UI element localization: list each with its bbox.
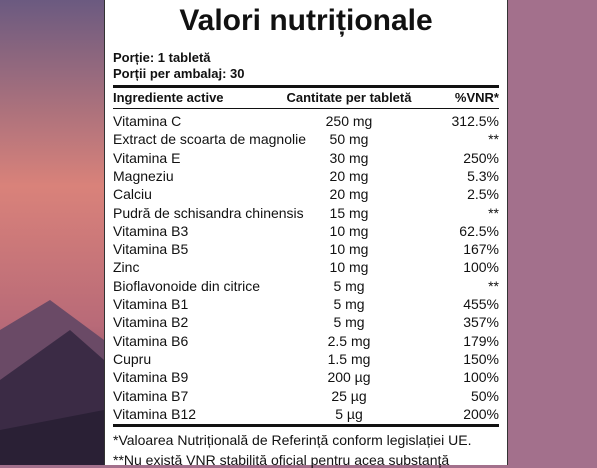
amount: 30 mg [329, 149, 369, 166]
vnr: 5.3% [467, 167, 499, 184]
ingredient: Vitamina C [113, 113, 182, 129]
ingredient: Vitamina B9 [113, 369, 189, 386]
ingredient: Vitamina B2 [113, 314, 189, 331]
footnote: *Valoarea Nutrițională de Referință conf… [113, 432, 472, 448]
rule [113, 108, 499, 109]
column-header: Ingrediente active [113, 90, 224, 105]
nutrition-panel: Valori nutriționale Porție: 1 tabletă Po… [104, 0, 508, 468]
ingredient: Vitamina B3 [113, 222, 189, 239]
servings-per-pack: Porții per ambalaj: 30 [113, 66, 245, 81]
amount: 5 mg [333, 314, 365, 331]
vnr: 50% [470, 387, 499, 404]
vnr: ** [488, 131, 499, 148]
vnr: 455% [463, 296, 499, 312]
amount: 25 µg [331, 387, 367, 404]
column-header: Cantitate per tabletă [286, 90, 412, 105]
rule [113, 424, 499, 427]
ingredient: Pudră de schisandra chinensis [113, 204, 304, 221]
amount: 20 mg [329, 186, 369, 203]
ingredient: Cupru [113, 350, 152, 367]
vnr: 100% [463, 259, 499, 276]
vnr: 312.5% [451, 113, 499, 129]
background-art [0, 0, 104, 465]
amount: 20 mg [329, 167, 369, 184]
ingredient: Vitamina B12 [113, 405, 197, 422]
ingredient: Vitamina B1 [113, 296, 189, 312]
vnr: 100% [463, 369, 499, 386]
ingredient: Vitamina B6 [113, 332, 189, 349]
rule [113, 85, 499, 88]
ingredient: Calciu [113, 186, 152, 203]
amount: 1.5 mg [327, 350, 371, 367]
ingredient: Magneziu [113, 167, 174, 184]
vnr: 150% [463, 350, 499, 367]
amount: 5 mg [333, 277, 365, 294]
footnote: **Nu există VNR stabilită oficial pentru… [113, 452, 450, 468]
column-header: %VNR* [454, 90, 499, 105]
vnr: 250% [463, 149, 499, 166]
ingredient: Vitamina B5 [113, 241, 189, 258]
ingredient: Vitamina E [113, 149, 181, 166]
vnr: 2.5% [467, 186, 499, 203]
vnr: ** [488, 204, 499, 221]
amount: 5 mg [333, 296, 365, 312]
vnr: 200% [463, 405, 499, 422]
amount: 15 mg [329, 204, 369, 221]
amount: 2.5 mg [327, 332, 371, 349]
title: Valori nutriționale [179, 4, 433, 37]
ingredient: Vitamina B7 [113, 387, 189, 404]
amount: 5 µg [335, 405, 363, 422]
amount: 10 mg [329, 259, 369, 276]
ingredient: Bioflavonoide din citrice [113, 277, 261, 294]
vnr: 167% [463, 241, 499, 258]
vnr: 62.5% [459, 222, 499, 239]
serving: Porție: 1 tabletă [113, 50, 211, 65]
amount: 200 µg [327, 369, 371, 386]
amount: 250 mg [325, 113, 373, 129]
amount: 10 mg [329, 241, 369, 258]
amount: 10 mg [329, 222, 369, 239]
amount: 50 mg [329, 131, 369, 148]
ingredient: Extract de scoarta de magnolie [113, 131, 306, 148]
ingredient: Zinc [113, 259, 140, 276]
vnr: 179% [463, 332, 499, 349]
vnr: 357% [463, 314, 499, 331]
vnr: ** [488, 277, 499, 294]
